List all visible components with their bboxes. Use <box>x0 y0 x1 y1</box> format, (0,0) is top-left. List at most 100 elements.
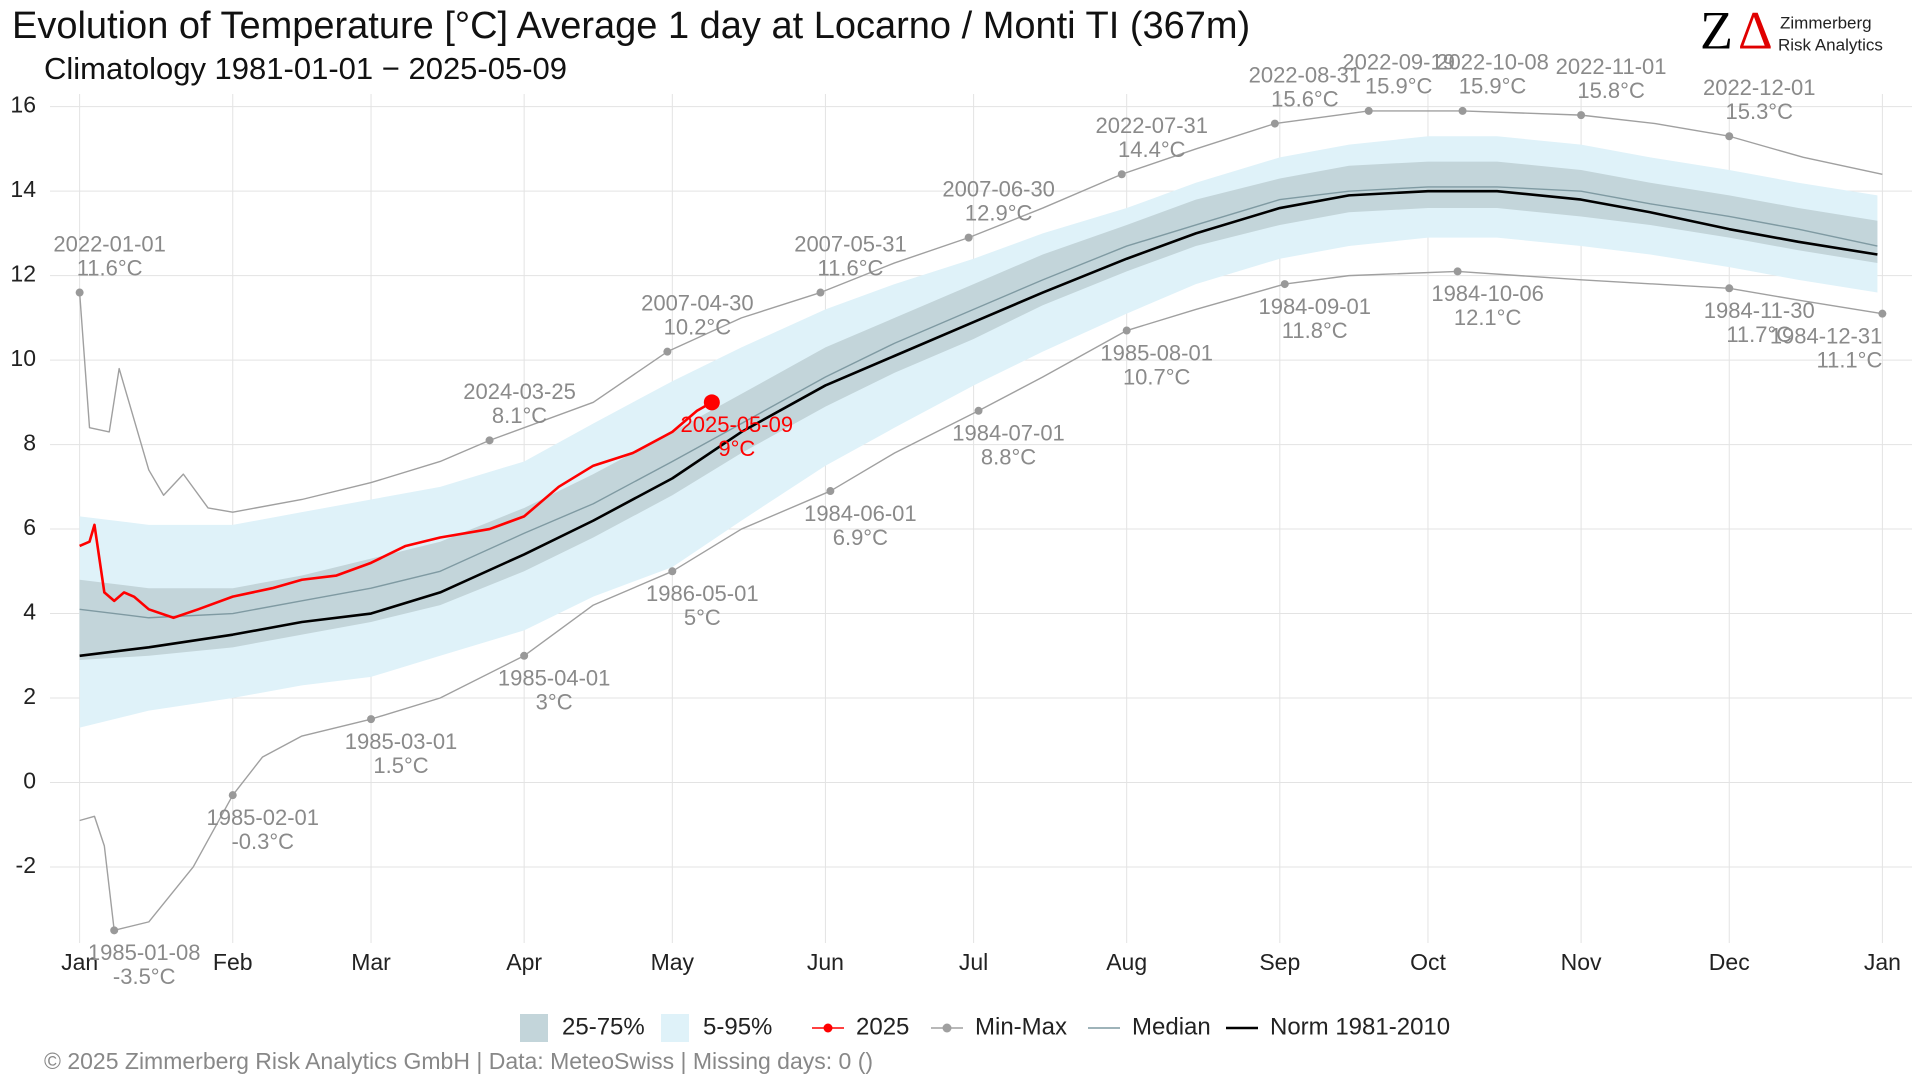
y-tick-label: 16 <box>10 92 36 118</box>
annotation-value: 10.7°C <box>1123 364 1191 389</box>
line <box>79 189 1878 658</box>
chart-title: Evolution of Temperature [°C] Average 1 … <box>12 5 1250 47</box>
annotation-value: 8.1°C <box>492 403 547 428</box>
footer: © 2025 Zimmerberg Risk Analytics GmbH | … <box>44 1048 873 1074</box>
x-tick-label: Aug <box>1106 949 1147 975</box>
annotation-value: 14.4°C <box>1118 137 1186 162</box>
x-tick-label: Mar <box>351 949 391 975</box>
annotation-value: 10.2°C <box>664 314 732 339</box>
current-value: 9°C <box>718 436 755 461</box>
x-tick-label: Jun <box>807 949 844 975</box>
annotation-date: 1984-06-01 <box>804 501 917 526</box>
extreme-point <box>974 406 983 415</box>
annotation-date: 2022-01-01 <box>53 231 166 256</box>
y-tick-label: -2 <box>16 852 36 878</box>
annotation-date: 1984-10-06 <box>1431 281 1544 306</box>
legend-label: Norm 1981-2010 <box>1270 1013 1450 1040</box>
y-tick-label: 14 <box>10 176 36 202</box>
annotation-date: 2024-03-25 <box>463 379 576 404</box>
annotation-value: 11.6°C <box>77 255 143 280</box>
x-tick-label: Sep <box>1259 949 1300 975</box>
y-tick-label: 10 <box>10 345 36 371</box>
x-tick-label: Jan <box>61 949 98 975</box>
extreme-point <box>816 288 825 297</box>
y-tick-label: 12 <box>10 261 36 287</box>
annotation-date: 2022-08-31 <box>1249 62 1362 87</box>
annotation-value: 15.9°C <box>1365 74 1433 99</box>
band <box>79 136 1878 728</box>
annotation-value: 11.1°C <box>1816 347 1882 372</box>
legend-swatch <box>942 1023 952 1033</box>
annotation-date: 2022-11-01 <box>1556 54 1667 79</box>
y-tick-label: 8 <box>23 430 36 456</box>
extreme-point <box>1117 170 1126 179</box>
annotation-value: -0.3°C <box>231 829 294 854</box>
annotation-value: 3°C <box>536 690 573 715</box>
extreme-point <box>520 651 529 660</box>
extreme-point <box>663 347 672 356</box>
x-tick-label: Apr <box>506 949 542 975</box>
logo-line: Risk Analytics <box>1778 35 1883 54</box>
current-point <box>703 394 720 411</box>
annotation-date: 1986-05-01 <box>646 581 759 606</box>
y-tick-label: 2 <box>23 683 36 709</box>
annotation-value: 8.8°C <box>981 445 1036 470</box>
annotation-date: 2022-07-31 <box>1095 113 1208 138</box>
extreme-point <box>1364 106 1373 115</box>
annotation-date: 1985-04-01 <box>498 666 611 691</box>
logo-line: Zimmerberg <box>1780 13 1872 32</box>
extreme-point <box>1878 309 1887 318</box>
annotation-date: 2007-05-31 <box>794 231 907 256</box>
x-tick-label: Nov <box>1561 949 1602 975</box>
extreme-point <box>367 715 376 724</box>
annotation-date: 1985-02-01 <box>206 805 319 830</box>
annotation-date: 1984-12-31 <box>1770 323 1883 348</box>
extreme-point <box>668 567 677 576</box>
chart-subtitle: Climatology 1981-01-01 − 2025-05-09 <box>44 51 567 86</box>
annotation-value: -3.5°C <box>113 964 176 989</box>
annotation-value: 12.1°C <box>1454 305 1522 330</box>
extreme-point <box>964 233 973 242</box>
x-tick-label: May <box>651 949 695 975</box>
extreme-point <box>228 791 237 800</box>
annotation-date: 1985-03-01 <box>345 729 458 754</box>
legend-label: 2025 <box>856 1013 909 1040</box>
x-tick-label: Jan <box>1864 949 1901 975</box>
extreme-point <box>1725 284 1734 293</box>
logo: Z Δ Zimmerberg Risk Analytics <box>1700 0 1883 60</box>
annotation-value: 11.8°C <box>1282 318 1348 343</box>
annotation-date: 1984-07-01 <box>952 421 1065 446</box>
annotation-value: 15.8°C <box>1577 78 1645 103</box>
line <box>79 270 1883 932</box>
legend-label: Median <box>1132 1013 1211 1040</box>
x-tick-label: Feb <box>213 949 253 975</box>
annotation-value: 11.6°C <box>818 255 884 280</box>
annotation-date: 2022-12-01 <box>1703 75 1816 100</box>
legend-swatch <box>661 1014 689 1042</box>
x-tick-label: Jul <box>959 949 988 975</box>
annotation-value: 15.3°C <box>1725 99 1793 124</box>
legend-label: 5-95% <box>703 1013 772 1040</box>
extreme-point <box>75 288 84 297</box>
band <box>79 161 1878 660</box>
extreme-point <box>1122 326 1131 335</box>
legend-swatch <box>823 1023 833 1033</box>
logo-z: Z <box>1700 0 1733 60</box>
annotation-date: 2022-09-19 <box>1342 50 1455 75</box>
annotation-value: 11.7°C <box>1726 322 1792 347</box>
annotation-value: 15.6°C <box>1271 86 1339 111</box>
legend-label: 25-75% <box>562 1013 645 1040</box>
y-tick-label: 4 <box>23 599 36 625</box>
extreme-point <box>1453 267 1462 276</box>
extreme-point <box>1458 106 1467 115</box>
annotation-value: 15.9°C <box>1459 74 1527 99</box>
annotation-value: 12.9°C <box>965 200 1033 225</box>
extreme-point <box>826 487 835 496</box>
annotation-value: 6.9°C <box>833 525 888 550</box>
annotation-date: 2007-06-30 <box>942 176 1055 201</box>
x-tick-label: Dec <box>1709 949 1750 975</box>
legend-swatch <box>520 1014 548 1042</box>
legend-label: Min-Max <box>975 1013 1067 1040</box>
extreme-point <box>485 436 494 445</box>
